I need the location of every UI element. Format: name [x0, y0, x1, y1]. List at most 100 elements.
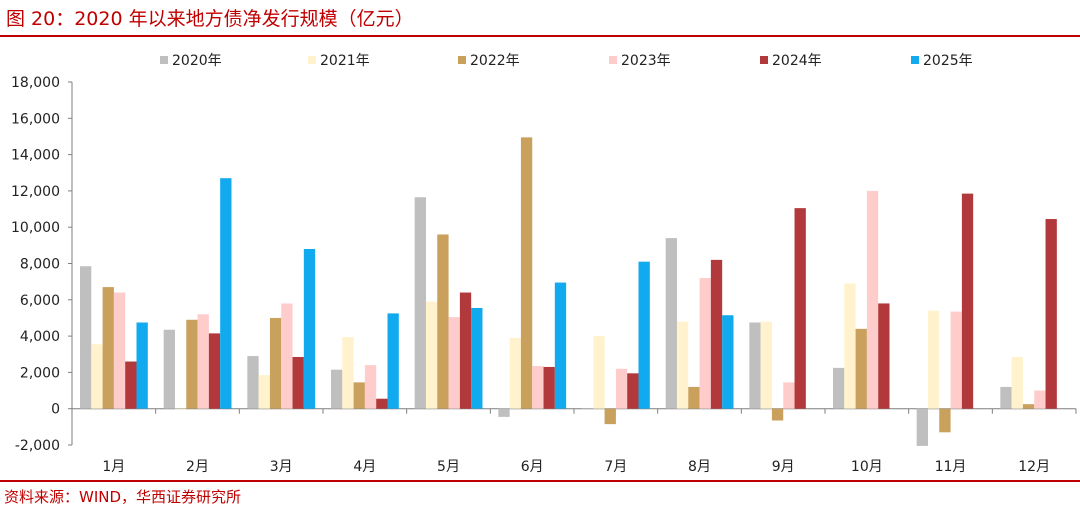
bar-2022年-8月: [688, 386, 700, 409]
x-tick-label: 12月: [1018, 459, 1050, 475]
bar-2021年-6月: [509, 337, 521, 409]
x-tick-label: 2月: [186, 459, 209, 475]
bar-2020年-1月: [80, 266, 92, 409]
y-tick-label: 0: [51, 402, 60, 418]
bar-2024年-8月: [710, 259, 723, 409]
bar-2022年-11月: [939, 408, 951, 433]
bar-2022年-1月: [102, 287, 114, 409]
bar-2020年-4月: [331, 369, 343, 409]
bar-2022年-2月: [186, 319, 198, 409]
bar-2025年-5月: [471, 307, 483, 409]
x-tick-label: 7月: [604, 459, 627, 475]
bar-2021年-8月: [676, 321, 689, 409]
legend-label: 2024年: [772, 53, 822, 69]
x-tick-label: 1月: [102, 459, 125, 475]
y-tick-label: 8,000: [20, 257, 60, 273]
bar-2025年-6月: [554, 282, 567, 409]
bar-2022年-3月: [269, 317, 282, 409]
bar-2020年-6月: [498, 408, 510, 417]
bar-2022年-6月: [520, 137, 533, 409]
y-tick-label: 10,000: [11, 220, 60, 236]
legend-swatch-2020年: [160, 56, 168, 64]
bar-2023年-11月: [950, 311, 962, 409]
x-tick-label: 3月: [270, 459, 293, 475]
bar-2022年-9月: [771, 408, 784, 421]
legend-swatch-2021年: [308, 56, 316, 64]
x-tick-label: 4月: [353, 459, 376, 475]
y-tick-label: 2,000: [20, 365, 60, 381]
y-tick-label: 16,000: [11, 111, 60, 127]
bar-2023年-9月: [783, 382, 795, 409]
x-tick-label: 11月: [935, 459, 967, 475]
axes: -2,000 0 2,000 4,000 6,000 8,000 10,000 12,000 1…: [11, 75, 1077, 475]
y-tick-label: 14,000: [11, 148, 60, 164]
y-tick-label: -2,000: [15, 438, 60, 454]
legend-label: 2021年: [320, 53, 370, 69]
y-tick-label: 4,000: [20, 329, 60, 345]
chart-title: 图 20：2020 年以来地方债净发行规模（亿元）: [6, 8, 414, 30]
bar-2024年-10月: [878, 303, 890, 409]
bar-2021年-4月: [342, 337, 354, 409]
top-rule: [0, 35, 1080, 37]
legend-swatch-2022年: [458, 56, 466, 64]
bar-2024年-1月: [125, 361, 137, 409]
bar-2020年-2月: [163, 329, 175, 409]
bar-2023年-3月: [281, 303, 293, 409]
bar-2022年-4月: [353, 382, 365, 409]
bar-2025年-4月: [387, 313, 399, 409]
bar-2021年-3月: [258, 375, 270, 409]
bar-2023年-7月: [615, 368, 628, 409]
legend-label: 2025年: [923, 53, 973, 69]
bar-2024年-7月: [627, 373, 639, 409]
bar-2024年-9月: [794, 208, 806, 409]
bar-2020年-10月: [833, 367, 845, 409]
y-tick-label: 12,000: [11, 184, 60, 200]
legend-swatch-2025年: [911, 56, 919, 64]
bar-2023年-12月: [1034, 390, 1046, 409]
bar-2021年-11月: [927, 310, 940, 409]
bar-2021年-5月: [425, 301, 438, 409]
bar-2023年-4月: [364, 365, 377, 409]
bar-2022年-5月: [437, 234, 449, 409]
legend-swatch-2023年: [609, 56, 617, 64]
bar-2024年-4月: [376, 398, 388, 409]
bar-2025年-2月: [220, 178, 232, 409]
legend-label: 2020年: [172, 53, 222, 69]
x-tick-label: 5月: [437, 459, 460, 475]
bar-2023年-2月: [197, 314, 209, 409]
bars: [80, 137, 1057, 446]
bar-2025年-7月: [638, 261, 650, 409]
legend-label: 2023年: [621, 53, 671, 69]
x-tick-label: 8月: [688, 459, 711, 475]
bar-2022年-10月: [855, 328, 867, 409]
bar-2020年-8月: [665, 238, 677, 409]
bar-2024年-12月: [1045, 219, 1057, 409]
bar-2022年-7月: [604, 408, 616, 425]
y-tick-label: 18,000: [11, 75, 60, 91]
bar-2025年-8月: [722, 315, 734, 409]
bar-2020年-5月: [414, 197, 426, 409]
x-tick-label: 9月: [772, 459, 795, 475]
bar-2024年-3月: [292, 356, 304, 409]
bar-2021年-1月: [91, 344, 103, 409]
bar-2024年-2月: [208, 333, 221, 409]
x-tick-label: 10月: [851, 459, 883, 475]
bar-2024年-6月: [543, 366, 555, 409]
bar-2024年-11月: [961, 193, 974, 409]
bar-2020年-3月: [247, 356, 259, 409]
legend-label: 2022年: [470, 53, 520, 69]
bar-2023年-10月: [866, 190, 879, 409]
bar-2025年-1月: [136, 322, 148, 409]
legend: 2020年 2021年 2022年 2023年 2024年 2025年: [160, 53, 973, 69]
bar-2023年-6月: [532, 366, 544, 409]
bar-2021年-12月: [1011, 356, 1023, 409]
bar-2020年-12月: [1000, 386, 1012, 409]
bar-2022年-12月: [1022, 404, 1035, 409]
bottom-rule: [0, 480, 1080, 482]
bar-2020年-9月: [749, 322, 761, 409]
x-tick-label: 6月: [521, 459, 544, 475]
bar-2023年-1月: [113, 292, 126, 409]
bar-2021年-10月: [844, 283, 856, 409]
bar-2021年-9月: [760, 321, 772, 409]
bar-2020年-7月: [582, 408, 594, 410]
